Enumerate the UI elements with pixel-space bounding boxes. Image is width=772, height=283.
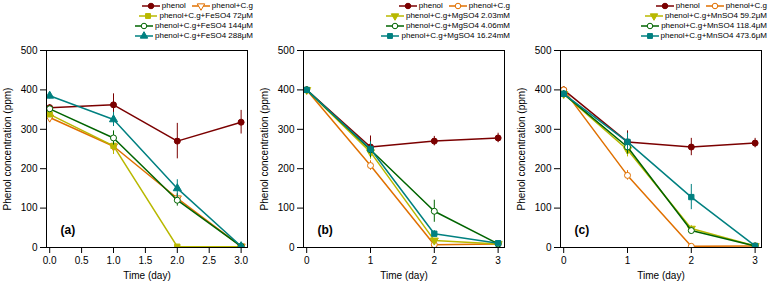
svg-text:500: 500 — [278, 45, 295, 56]
svg-text:1: 1 — [368, 255, 374, 266]
svg-text:(c): (c) — [575, 223, 590, 237]
svg-text:300: 300 — [278, 124, 295, 135]
svg-text:2.0: 2.0 — [170, 255, 184, 266]
svg-text:0.5: 0.5 — [75, 255, 89, 266]
svg-text:3: 3 — [495, 255, 501, 266]
svg-text:400: 400 — [535, 84, 552, 95]
html-text:phenol+C.g+MnSO4 59.2μM: phenol+C.g+MnSO4 59.2μM — [665, 11, 767, 20]
svg-text:(b): (b) — [318, 223, 333, 237]
svg-text:300: 300 — [535, 124, 552, 135]
svg-text:Time (day): Time (day) — [380, 270, 427, 281]
html-text:phenol: phenol — [675, 1, 700, 10]
svg-text:3.0: 3.0 — [234, 255, 248, 266]
svg-text:400: 400 — [21, 84, 38, 95]
html-text:phenol+C.g+FeSO4 288μM: phenol+C.g+FeSO4 288μM — [155, 31, 253, 40]
svg-text:3: 3 — [752, 255, 758, 266]
html-text:phenol+C.g+MgSO4 4.06mM: phenol+C.g+MgSO4 4.06mM — [405, 21, 510, 30]
html-text:phenol: phenol — [418, 1, 443, 10]
svg-text:100: 100 — [21, 202, 38, 213]
svg-text:200: 200 — [21, 163, 38, 174]
html-text:phenol+C.g+MnSO4 118.4μM: phenol+C.g+MnSO4 118.4μM — [661, 21, 767, 30]
svg-text:200: 200 — [535, 163, 552, 174]
svg-text:200: 200 — [278, 163, 295, 174]
svg-text:0: 0 — [289, 242, 295, 253]
svg-text:2.5: 2.5 — [202, 255, 216, 266]
svg-text:Time (day): Time (day) — [123, 270, 170, 281]
html-text:phenol+C.g: phenol+C.g — [725, 1, 767, 10]
svg-text:500: 500 — [21, 45, 38, 56]
svg-text:0: 0 — [546, 242, 552, 253]
svg-text:0: 0 — [304, 255, 310, 266]
svg-text:500: 500 — [535, 45, 552, 56]
svg-text:Phenol concentration (ppm): Phenol concentration (ppm) — [2, 88, 13, 211]
svg-text:400: 400 — [278, 84, 295, 95]
svg-text:Time (day): Time (day) — [637, 270, 684, 281]
html-text:phenol+C.g+MgSO4 16.24mM: phenol+C.g+MgSO4 16.24mM — [401, 31, 510, 40]
html-text:phenol+C.g+MgSO4 2.03mM: phenol+C.g+MgSO4 2.03mM — [405, 11, 510, 20]
html-text:phenol+C.g: phenol+C.g — [211, 1, 253, 10]
html-text:phenol+C.g+FeSO4 144μM: phenol+C.g+FeSO4 144μM — [155, 21, 253, 30]
svg-text:Phenol concentration (ppm): Phenol concentration (ppm) — [516, 88, 527, 211]
svg-text:100: 100 — [278, 202, 295, 213]
svg-text:0: 0 — [32, 242, 38, 253]
html-text:phenol+C.g: phenol+C.g — [468, 1, 510, 10]
html-text:phenol+C.g+FeSO4 72μM: phenol+C.g+FeSO4 72μM — [159, 11, 253, 20]
svg-text:2: 2 — [432, 255, 438, 266]
html-text:phenol+C.g+MnSO4 473.6μM: phenol+C.g+MnSO4 473.6μM — [660, 31, 767, 40]
html-text:phenol: phenol — [161, 1, 186, 10]
svg-text:100: 100 — [535, 202, 552, 213]
svg-text:0: 0 — [561, 255, 567, 266]
svg-text:0.0: 0.0 — [43, 255, 57, 266]
svg-text:(a): (a) — [61, 223, 76, 237]
svg-text:Phenol concentration (ppm): Phenol concentration (ppm) — [259, 88, 270, 211]
svg-text:1: 1 — [625, 255, 631, 266]
svg-text:2: 2 — [689, 255, 695, 266]
svg-text:1.5: 1.5 — [138, 255, 152, 266]
svg-text:300: 300 — [21, 124, 38, 135]
svg-text:1.0: 1.0 — [107, 255, 121, 266]
